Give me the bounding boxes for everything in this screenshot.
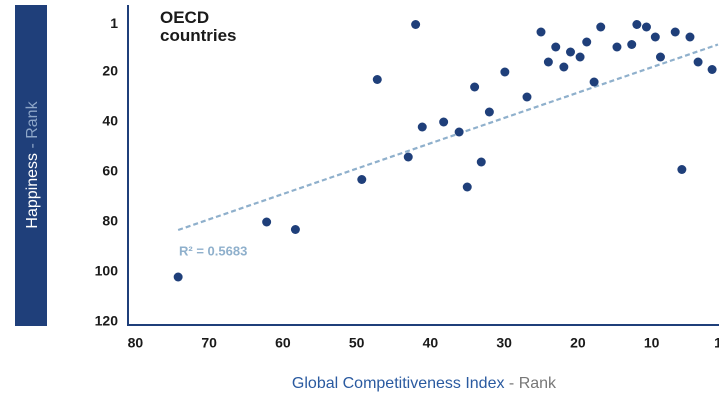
x-tick-label: 50 [349, 335, 365, 351]
data-point [589, 77, 599, 87]
x-axis-label: Global Competitiveness Index - Rank [292, 375, 557, 392]
data-point [655, 52, 665, 62]
data-point [290, 225, 300, 234]
data-point [470, 82, 480, 92]
y-label-suffix: - Rank [24, 100, 41, 153]
data-point [372, 75, 382, 84]
x-label-main: Global Competitiveness Index [292, 375, 505, 392]
data-point [454, 127, 464, 137]
y-tick-label: 60 [102, 163, 118, 179]
data-point [522, 92, 532, 102]
data-point [439, 117, 449, 127]
y-tick-label: 40 [102, 113, 118, 129]
data-point [411, 20, 421, 29]
data-point [693, 57, 703, 67]
data-point [417, 122, 427, 132]
data-point [173, 272, 183, 282]
data-point [596, 22, 606, 32]
x-label-suffix: - Rank [504, 375, 557, 392]
data-point [641, 22, 651, 32]
data-point [484, 107, 494, 117]
data-point [582, 37, 592, 47]
data-point [500, 67, 510, 77]
data-point [536, 27, 546, 37]
data-point [650, 32, 660, 42]
trendline [177, 43, 719, 232]
data-point [357, 175, 367, 184]
data-point [403, 152, 413, 162]
data-point [476, 157, 486, 167]
data-point [566, 47, 575, 57]
data-point [670, 27, 680, 37]
title-line: countries [160, 26, 237, 45]
x-tick-label: 20 [570, 335, 586, 351]
data-point [262, 217, 272, 227]
y-label-band [15, 5, 47, 326]
y-tick-label: 100 [95, 263, 119, 279]
x-tick-label: 1 [714, 335, 719, 351]
data-point [612, 42, 622, 52]
y-tick-label: 20 [102, 63, 118, 79]
y-tick-label: 80 [102, 213, 118, 229]
x-tick-label: 30 [496, 335, 512, 351]
x-tick-label: 40 [423, 335, 439, 351]
y-tick-label: 1 [110, 15, 118, 31]
title-line: OECD [160, 8, 209, 27]
data-point [543, 57, 553, 67]
data-point [551, 42, 561, 52]
data-point [677, 165, 687, 174]
data-point [462, 182, 472, 192]
data-point [707, 65, 717, 74]
x-tick-label: 60 [275, 335, 291, 351]
data-point [559, 62, 569, 72]
x-tick-label: 70 [201, 335, 217, 351]
y-axis-label: Happiness - Rank [24, 100, 41, 228]
x-tick-label: 10 [644, 335, 660, 351]
chart-title: OECD countries [160, 8, 237, 45]
r-squared-label: R² = 0.5683 [179, 243, 247, 258]
data-point [632, 20, 642, 29]
x-tick-label: 80 [128, 335, 144, 351]
y-label-main: Happiness [24, 153, 41, 229]
data-point [575, 52, 585, 62]
data-point [627, 40, 637, 49]
data-point [685, 32, 695, 42]
y-tick-label: 120 [95, 313, 119, 329]
